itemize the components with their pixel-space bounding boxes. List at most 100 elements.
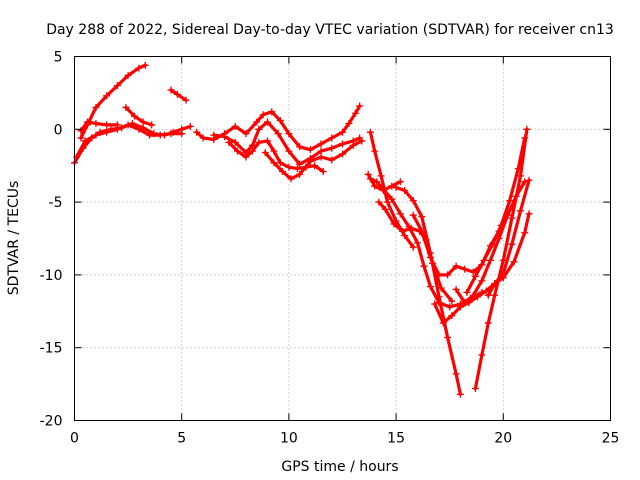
data-point bbox=[456, 303, 464, 311]
data-point bbox=[182, 96, 190, 104]
data-point bbox=[319, 168, 327, 176]
data-point bbox=[484, 319, 492, 327]
data-point bbox=[474, 293, 482, 301]
y-tick-label: 5 bbox=[54, 50, 63, 66]
data-point bbox=[366, 128, 374, 136]
data-point bbox=[92, 103, 100, 111]
y-tick-label: -5 bbox=[49, 195, 63, 211]
data-point bbox=[135, 125, 143, 133]
data-point bbox=[516, 172, 524, 180]
series-line bbox=[169, 88, 188, 102]
data-point bbox=[525, 176, 533, 184]
data-point bbox=[296, 160, 304, 168]
data-point bbox=[480, 256, 488, 264]
data-point bbox=[317, 153, 325, 161]
data-point bbox=[375, 198, 383, 206]
data-point bbox=[199, 134, 207, 142]
y-tick-label: 0 bbox=[54, 122, 63, 138]
data-point bbox=[366, 175, 374, 183]
data-point bbox=[390, 220, 398, 228]
series-track-4 bbox=[73, 121, 186, 161]
x-tick-label: 10 bbox=[280, 431, 298, 447]
data-point bbox=[77, 127, 85, 135]
data-point bbox=[92, 119, 100, 127]
data-point bbox=[103, 121, 111, 129]
data-point bbox=[478, 277, 486, 285]
data-point bbox=[461, 265, 469, 273]
data-point bbox=[248, 147, 256, 155]
data-point bbox=[268, 108, 276, 116]
data-point bbox=[463, 288, 471, 296]
data-point bbox=[388, 195, 396, 203]
plot-frame bbox=[74, 56, 611, 421]
data-point bbox=[141, 61, 149, 69]
data-point bbox=[139, 118, 147, 126]
data-point bbox=[278, 168, 286, 176]
data-point bbox=[306, 146, 314, 154]
data-point bbox=[167, 130, 175, 138]
data-point bbox=[173, 90, 181, 98]
data-point bbox=[439, 319, 447, 327]
data-point bbox=[135, 64, 143, 72]
series-line bbox=[212, 120, 362, 166]
data-point bbox=[351, 109, 359, 117]
data-point bbox=[296, 170, 304, 178]
data-point bbox=[156, 131, 164, 139]
data-point bbox=[124, 71, 132, 79]
data-point bbox=[418, 213, 426, 221]
data-point bbox=[285, 130, 293, 138]
data-point bbox=[435, 271, 443, 279]
data-point bbox=[259, 111, 267, 119]
data-point bbox=[471, 384, 479, 392]
data-point bbox=[242, 130, 250, 138]
data-point bbox=[345, 119, 353, 127]
x-tick-label: 0 bbox=[70, 431, 79, 447]
y-axis-label: SDTVAR / TECUs bbox=[6, 181, 22, 296]
data-point bbox=[469, 291, 477, 299]
series-line bbox=[433, 212, 531, 325]
data-point bbox=[293, 165, 301, 173]
data-point bbox=[388, 182, 396, 190]
data-point bbox=[364, 170, 372, 178]
data-point bbox=[113, 82, 121, 90]
data-point bbox=[253, 118, 261, 126]
data-point bbox=[448, 297, 456, 305]
series-track-8 bbox=[210, 118, 364, 168]
grid bbox=[74, 56, 611, 421]
series-track-5 bbox=[77, 118, 121, 135]
data-point bbox=[384, 198, 392, 206]
data-point bbox=[83, 118, 91, 126]
data-point bbox=[420, 262, 428, 270]
series-track-19 bbox=[471, 125, 531, 392]
data-point bbox=[131, 112, 139, 120]
data-point bbox=[396, 210, 404, 218]
data-point bbox=[444, 334, 452, 342]
x-tick-label: 20 bbox=[494, 431, 512, 447]
series-track-20 bbox=[484, 176, 533, 299]
data-point bbox=[444, 271, 452, 279]
data-point bbox=[146, 131, 154, 139]
series-line bbox=[394, 185, 462, 396]
data-point bbox=[306, 157, 314, 165]
data-point bbox=[274, 130, 282, 138]
data-point bbox=[339, 128, 346, 136]
data-point bbox=[456, 390, 464, 398]
data-point bbox=[521, 229, 529, 237]
data-point bbox=[461, 299, 469, 307]
data-point bbox=[317, 140, 325, 148]
data-point bbox=[77, 134, 85, 142]
data-point bbox=[381, 205, 389, 213]
x-axis-label: GPS time / hours bbox=[281, 459, 398, 475]
data-point bbox=[521, 134, 529, 142]
data-point bbox=[478, 351, 486, 359]
data-point bbox=[407, 224, 415, 232]
data-point bbox=[103, 128, 111, 136]
data-point bbox=[296, 143, 304, 151]
data-point bbox=[328, 134, 336, 142]
data-point bbox=[452, 285, 460, 293]
series-track-1 bbox=[77, 61, 149, 142]
data-point bbox=[409, 243, 417, 251]
data-point bbox=[516, 207, 524, 215]
data-point bbox=[339, 140, 346, 148]
series-line bbox=[465, 136, 527, 294]
